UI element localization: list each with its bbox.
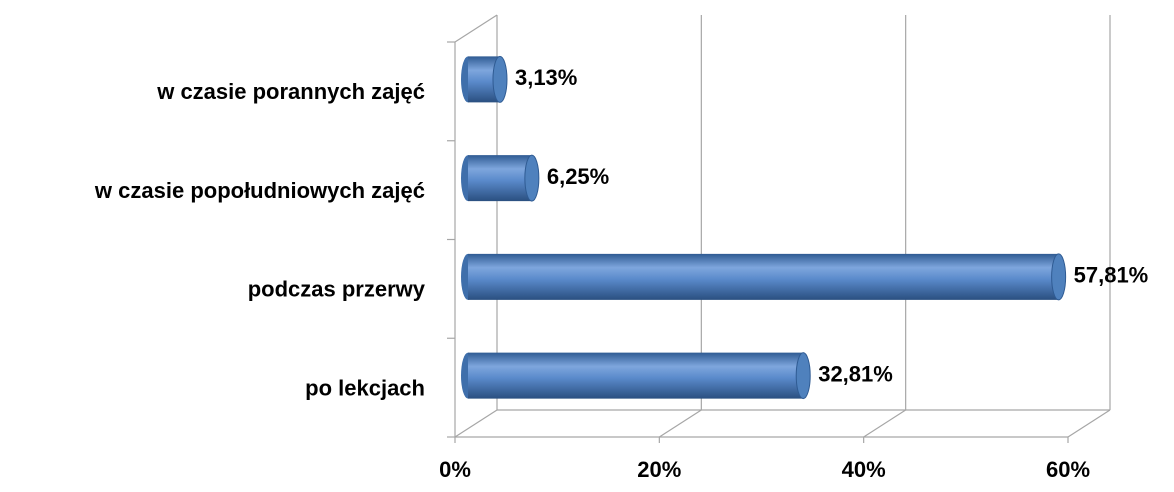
- bar-cap: [795, 352, 811, 400]
- x-tick-label: 60%: [1046, 457, 1090, 482]
- x-tick-label: 20%: [637, 457, 681, 482]
- bar-cap: [1051, 253, 1067, 301]
- y-tick-label: podczas przerwy: [248, 277, 426, 302]
- grid-line: [863, 409, 906, 438]
- bar: [468, 253, 1059, 300]
- data-label: 32,81%: [818, 361, 893, 386]
- y-tick-label: w czasie porannych zajęć: [156, 79, 425, 104]
- grid-line: [1067, 409, 1111, 438]
- x-tick-label: 0%: [439, 457, 471, 482]
- bar: [468, 155, 532, 202]
- bar: [468, 352, 804, 399]
- data-label: 57,81%: [1074, 263, 1149, 288]
- bar-cap: [524, 154, 540, 202]
- bar-cap: [492, 55, 508, 103]
- grid-line: [454, 409, 498, 438]
- x-tick-label: 40%: [842, 457, 886, 482]
- y-tick-label: w czasie popołudniowych zajęć: [94, 178, 425, 203]
- data-label: 6,25%: [547, 164, 609, 189]
- y-tick-label: po lekcjach: [305, 375, 425, 400]
- axis-line: [454, 14, 498, 43]
- data-label: 3,13%: [515, 65, 577, 90]
- grid-line: [659, 409, 702, 438]
